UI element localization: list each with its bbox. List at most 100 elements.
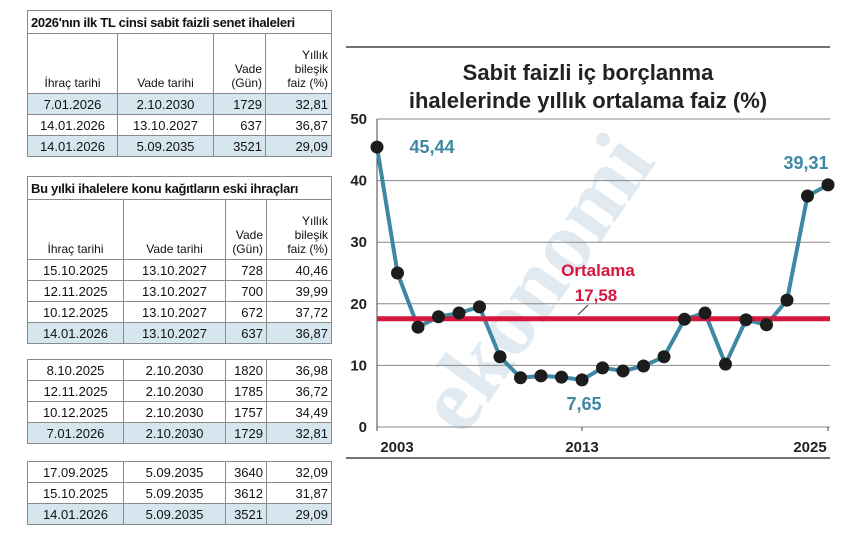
table-row: 14.01.2026 13.10.2027 637 36,87 (27, 114, 332, 136)
data-point (616, 364, 630, 378)
data-point (411, 320, 425, 334)
table-cell: 13.10.2027 (123, 259, 226, 281)
value-label: 7,65 (566, 394, 601, 414)
header-row: İhraç tarihi Vade tarihi Vade (Gün) Yıllık bi… (27, 199, 332, 260)
data-point (739, 313, 753, 327)
table-cell: 15.10.2025 (27, 482, 124, 504)
column-header: Vade (Gün) (225, 199, 267, 260)
table-row: 10.12.2025 2.10.2030 1757 34,49 (27, 401, 332, 423)
table-cell: 8.10.2025 (27, 359, 124, 381)
leader-line (577, 304, 589, 316)
header-line: faiz (%) (287, 242, 328, 256)
table-cell: 13.10.2027 (123, 280, 226, 302)
table-cell: 14.01.2026 (27, 503, 124, 525)
y-tick-label: 20 (350, 296, 367, 313)
table-cell: 12.11.2025 (27, 380, 124, 402)
data-point (575, 373, 589, 387)
table-title: 2026'nın ilk TL cinsi sabit faizli senet… (27, 10, 332, 34)
table-row: 14.01.2026 13.10.2027 637 36,87 (27, 322, 332, 344)
x-tick-label: 2003 (380, 439, 413, 456)
table-cell: 17.09.2025 (27, 461, 124, 483)
value-label: 39,31 (783, 153, 828, 173)
data-point (473, 300, 486, 314)
table-cell: 3521 (225, 503, 267, 525)
header-line: İhraç tarihi (44, 76, 101, 90)
column-header: İhraç tarihi (27, 33, 118, 94)
data-point (801, 189, 814, 203)
y-tick-label: 30 (350, 234, 367, 251)
header-line: Vade (234, 62, 262, 76)
table-cell: 5.09.2035 (117, 135, 214, 157)
header-row: İhraç tarihi Vade tarihi Vade (Gün) Yıllık bi… (27, 33, 332, 94)
data-point (514, 371, 527, 385)
average-value-label: 17,58 (575, 286, 618, 305)
chart-title: Sabit faizli iç borçlanma (463, 60, 714, 85)
table-cell: 5.09.2035 (123, 461, 226, 483)
data-point (678, 312, 691, 326)
table-cell: 34,49 (266, 401, 332, 423)
table-cell: 7.01.2026 (27, 93, 118, 115)
value-label: 45,44 (409, 137, 454, 157)
y-tick-label: 40 (350, 173, 367, 190)
table-cell: 10.12.2025 (27, 301, 124, 323)
table-cell: 2.10.2030 (117, 93, 214, 115)
watermark: ekonomi (396, 115, 673, 450)
table-cell: 14.01.2026 (27, 114, 118, 136)
table: 2026'nın ilk TL cinsi sabit faizli senet… (27, 10, 332, 157)
data-point (821, 178, 835, 192)
table-cell: 29,09 (266, 503, 332, 525)
chart-title: ihalelerinde yıllık ortalama faiz (%) (409, 88, 767, 113)
table-cell: 1729 (225, 422, 267, 444)
table-row: 14.01.2026 5.09.2035 3521 29,09 (27, 503, 332, 525)
table-row: 15.10.2025 13.10.2027 728 40,46 (27, 259, 332, 281)
table-cell: 637 (225, 322, 267, 344)
table-cell: 36,87 (265, 114, 332, 136)
table-cell: 2.10.2030 (123, 422, 226, 444)
table-title: Bu yılki ihalelere konu kağıtların eski … (27, 176, 332, 200)
data-point (493, 350, 507, 364)
table-cell: 36,87 (266, 322, 332, 344)
table-cell: 32,81 (265, 93, 332, 115)
data-point (432, 310, 445, 324)
table-cell: 1820 (225, 359, 267, 381)
table: Bu yılki ihalelere konu kağıtların eski … (27, 176, 332, 344)
table-cell: 36,98 (266, 359, 332, 381)
table-cell: 32,09 (266, 461, 332, 483)
header-line: Vade tarihi (137, 76, 194, 90)
average-label: Ortalama (561, 261, 635, 280)
data-point (760, 318, 773, 332)
table-cell: 13.10.2027 (123, 322, 226, 344)
x-tick-label: 2013 (565, 439, 598, 456)
table-cell: 29,09 (265, 135, 332, 157)
data-point (391, 266, 404, 280)
column-header: Yıllık bileşik faiz (%) (266, 199, 332, 260)
table-cell: 10.12.2025 (27, 401, 124, 423)
table-row: 14.01.2026 5.09.2035 3521 29,09 (27, 135, 332, 157)
table-cell: 31,87 (266, 482, 332, 504)
table-cell: 700 (225, 280, 267, 302)
data-point (555, 370, 568, 384)
table-cell: 36,72 (266, 380, 332, 402)
column-header: Yıllık bileşik faiz (%) (265, 33, 332, 94)
header-line: Vade (235, 228, 263, 242)
y-tick-label: 0 (359, 419, 367, 436)
table-cell: 2.10.2030 (123, 380, 226, 402)
table-cell: 3640 (225, 461, 267, 483)
table-cell: 37,72 (266, 301, 332, 323)
table-cell: 13.10.2027 (123, 301, 226, 323)
table-row: 10.12.2025 13.10.2027 672 37,72 (27, 301, 332, 323)
table-cell: 14.01.2026 (27, 322, 124, 344)
column-header: Vade tarihi (123, 199, 226, 260)
table-title-row: Bu yılki ihalelere konu kağıtların eski … (27, 176, 332, 200)
column-header: Vade tarihi (117, 33, 214, 94)
y-tick-label: 50 (350, 111, 367, 128)
header-line: (Gün) (231, 76, 262, 90)
data-point (452, 306, 466, 320)
table-row: 17.09.2025 5.09.2035 3640 32,09 (27, 461, 332, 483)
data-point (534, 369, 548, 383)
header-line: Yıllık (301, 48, 328, 62)
y-tick-label: 10 (350, 357, 367, 374)
